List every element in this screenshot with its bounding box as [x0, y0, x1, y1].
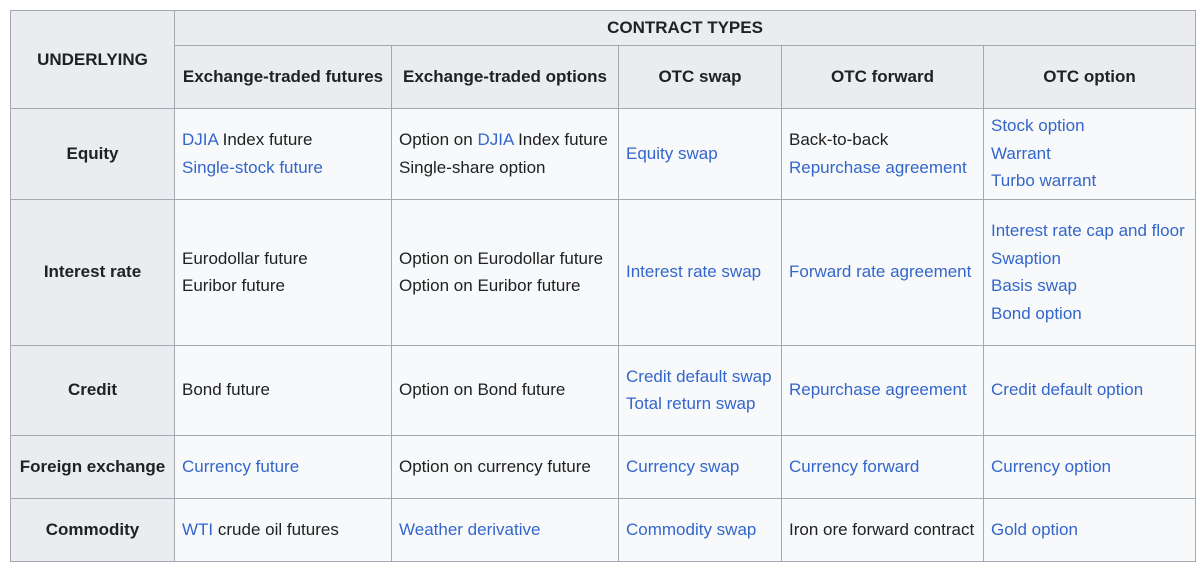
cell-equity-options: Option on DJIA Index future Single-share… [391, 107, 619, 200]
line: Interest rate cap and floor [991, 217, 1188, 245]
cell-text: Bond future [182, 380, 270, 400]
cell-interest-forward: Forward rate agreement [781, 198, 984, 346]
cell-commodity-options: Weather derivative [391, 497, 619, 562]
link-interest-rate-cap-and-floor[interactable]: Interest rate cap and floor [991, 221, 1185, 240]
derivatives-table: UNDERLYING CONTRACT TYPES Exchange-trade… [10, 10, 1197, 562]
line: Stock option [991, 112, 1188, 140]
row-label-equity: Equity [10, 107, 175, 200]
cell-fx-options: Option on currency future [391, 434, 619, 499]
link-commodity-swap[interactable]: Commodity swap [626, 519, 757, 539]
cell-credit-option: Credit default option [982, 344, 1197, 436]
cell-text: Euribor future [182, 276, 285, 295]
header-otc-swap: OTC swap [618, 44, 782, 109]
link-basis-swap[interactable]: Basis swap [991, 276, 1077, 295]
cell-text: Option on Euribor future [399, 276, 581, 295]
cell-fx-option: Currency option [982, 434, 1197, 499]
link-turbo-warrant[interactable]: Turbo warrant [991, 171, 1097, 191]
cell-credit-forward: Repurchase agreement [781, 344, 984, 436]
link-djia[interactable]: DJIA [477, 130, 514, 149]
header-otc-option: OTC option [982, 44, 1197, 109]
cell-text: Index future [217, 130, 313, 149]
cell-text: Option on currency future [399, 456, 591, 476]
cell-equity-futures: DJIA Index future Single-stock future [174, 107, 392, 200]
row-interest-rate: Interest rate Eurodollar future Euribor … [10, 198, 1197, 346]
cell-interest-swap: Interest rate swap [618, 198, 782, 346]
cell-fx-forward: Currency forward [781, 434, 984, 499]
header-underlying: UNDERLYING [10, 10, 175, 109]
link-swaption[interactable]: Swaption [991, 248, 1061, 268]
cell-text: Option on [399, 130, 478, 149]
cell-credit-futures: Bond future [174, 344, 392, 436]
cell-credit-swap: Credit default swap Total return swap [618, 344, 782, 436]
cell-interest-options: Option on Eurodollar future Option on Eu… [391, 198, 619, 346]
link-interest-rate-swap[interactable]: Interest rate swap [626, 262, 762, 282]
line: Warrant [991, 140, 1188, 168]
cell-commodity-forward: Iron ore forward contract [781, 497, 984, 562]
cell-text: crude oil futures [213, 519, 339, 539]
header-exchange-traded-options: Exchange-traded options [391, 44, 619, 109]
header-row-1: UNDERLYING CONTRACT TYPES [10, 10, 1197, 109]
link-repurchase-agreement[interactable]: Repurchase agreement [789, 157, 967, 177]
link-weather-derivative[interactable]: Weather derivative [399, 519, 541, 539]
link-repurchase-agreement[interactable]: Repurchase agreement [789, 380, 967, 400]
cell-text: Single-share option [399, 157, 546, 177]
link-currency-swap[interactable]: Currency swap [626, 456, 740, 476]
header-exchange-traded-futures: Exchange-traded futures [174, 44, 392, 109]
link-equity-swap[interactable]: Equity swap [626, 143, 718, 163]
row-foreign-exchange: Foreign exchange Currency future Option … [10, 434, 1197, 499]
cell-fx-futures: Currency future [174, 434, 392, 499]
line: Single-stock future [182, 154, 384, 182]
cell-text: Eurodollar future [182, 248, 308, 268]
row-label-interest-rate: Interest rate [10, 198, 175, 346]
line: Option on DJIA Index future [399, 126, 611, 154]
row-label-foreign-exchange: Foreign exchange [10, 434, 175, 499]
cell-commodity-futures: WTI crude oil futures [174, 497, 392, 562]
link-warrant[interactable]: Warrant [991, 143, 1051, 163]
line: Total return swap [626, 390, 774, 418]
line: Single-share option [399, 154, 611, 182]
row-credit: Credit Bond future Option on Bond future… [10, 344, 1197, 436]
link-credit-default-option[interactable]: Credit default option [991, 380, 1144, 400]
link-currency-option[interactable]: Currency option [991, 456, 1112, 476]
link-currency-forward[interactable]: Currency forward [789, 456, 920, 476]
link-stock-option[interactable]: Stock option [991, 116, 1085, 136]
cell-interest-option: Interest rate cap and floor Swaption Bas… [982, 198, 1197, 346]
cell-equity-forward: Back-to-back Repurchase agreement [781, 107, 984, 200]
line: Basis swap [991, 272, 1188, 300]
line: Bond option [991, 300, 1188, 328]
row-equity: Equity DJIA Index future Single-stock fu… [10, 107, 1197, 200]
link-bond-option[interactable]: Bond option [991, 303, 1082, 323]
cell-commodity-swap: Commodity swap [618, 497, 782, 562]
cell-equity-option: Stock option Warrant Turbo warrant [982, 107, 1197, 200]
header-otc-forward: OTC forward [781, 44, 984, 109]
cell-text: Index future [513, 130, 608, 149]
link-wti[interactable]: WTI [182, 519, 214, 539]
link-single-stock-future[interactable]: Single-stock future [182, 157, 323, 177]
link-forward-rate-agreement[interactable]: Forward rate agreement [789, 262, 972, 282]
link-currency-future[interactable]: Currency future [182, 456, 300, 476]
cell-text: Back-to-back [789, 130, 889, 149]
line: Credit default swap [626, 363, 774, 391]
row-label-commodity: Commodity [10, 497, 175, 562]
header-contract-types: CONTRACT TYPES [173, 10, 1197, 46]
header-row-2: Exchange-traded futures Exchange-traded … [11, 44, 1197, 109]
cell-commodity-option: Gold option [982, 497, 1197, 562]
cell-equity-swap: Equity swap [618, 107, 782, 200]
line: Swaption [991, 245, 1188, 273]
row-commodity: Commodity WTI crude oil futures Weather … [10, 497, 1197, 562]
line: Repurchase agreement [789, 154, 976, 182]
cell-credit-options: Option on Bond future [391, 344, 619, 436]
cell-interest-futures: Eurodollar future Euribor future [174, 198, 392, 346]
link-credit-default-swap[interactable]: Credit default swap [626, 366, 772, 386]
cell-text: Iron ore forward contract [789, 519, 975, 539]
line: DJIA Index future [182, 126, 384, 154]
line: Turbo warrant [991, 167, 1188, 195]
row-label-credit: Credit [10, 344, 175, 436]
cell-fx-swap: Currency swap [618, 434, 782, 499]
cell-text: Option on Bond future [399, 380, 566, 400]
link-total-return-swap[interactable]: Total return swap [626, 394, 756, 413]
cell-text: Option on Eurodollar future [399, 248, 604, 268]
link-djia[interactable]: DJIA [182, 130, 218, 149]
link-gold-option[interactable]: Gold option [991, 519, 1078, 539]
